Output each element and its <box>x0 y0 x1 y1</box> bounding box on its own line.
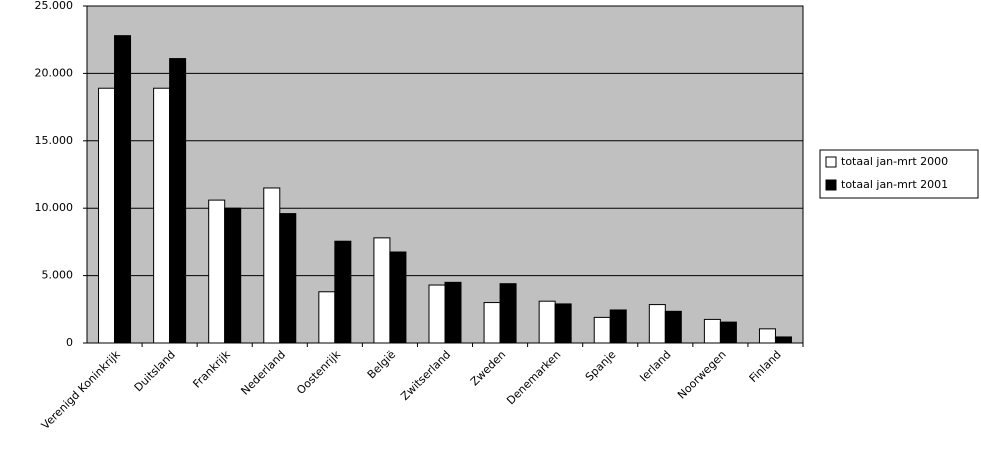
bar <box>538 300 556 344</box>
bar <box>373 237 391 344</box>
x-tick-label: Spanje <box>583 348 619 384</box>
y-tick-label: 25.000 <box>35 0 74 12</box>
x-tick-label: Denemarken <box>504 348 563 407</box>
bar <box>208 199 226 344</box>
bar <box>153 87 171 344</box>
bar <box>114 35 132 344</box>
bar <box>758 328 776 344</box>
bar <box>609 309 627 344</box>
x-tick-label: Frankrijk <box>190 348 233 391</box>
bar <box>648 304 666 344</box>
bar <box>334 240 352 344</box>
y-tick-label: 10.000 <box>35 201 74 214</box>
x-tick-label: Oostenrijk <box>294 348 343 397</box>
bar <box>719 321 737 344</box>
bar <box>444 281 462 344</box>
y-tick-label: 5.000 <box>42 269 74 282</box>
bar <box>98 87 116 344</box>
y-tick-label: 15.000 <box>35 134 74 147</box>
bar <box>389 251 407 344</box>
legend-swatch <box>825 179 837 191</box>
x-tick-label: België <box>365 348 399 382</box>
x-tick-label: Ierland <box>637 348 673 384</box>
bar <box>664 310 682 344</box>
bar <box>703 318 721 344</box>
bar <box>428 284 446 344</box>
bar <box>318 291 336 344</box>
bar <box>263 187 281 344</box>
y-tick-label: 20.000 <box>35 66 74 79</box>
x-tick-label: Verenigd Koninkrijk <box>39 348 123 432</box>
y-tick-label: 0 <box>66 336 73 349</box>
legend-label: totaal jan-mrt 2001 <box>841 178 948 191</box>
bar <box>499 283 517 344</box>
bar <box>483 302 501 344</box>
legend-swatch <box>825 156 837 168</box>
x-tick-label: Duitsland <box>132 348 178 394</box>
bar <box>279 213 297 344</box>
legend-label: totaal jan-mrt 2000 <box>841 155 948 168</box>
x-tick-label: Zwitserland <box>398 348 453 403</box>
legend <box>819 149 979 199</box>
x-tick-label: Zweden <box>468 348 508 388</box>
bar <box>774 336 792 344</box>
x-tick-label: Finland <box>747 348 784 385</box>
bar <box>554 303 572 344</box>
bar <box>224 207 242 344</box>
x-tick-label: Noorwegen <box>675 348 729 402</box>
x-tick-label: Nederland <box>238 348 288 398</box>
bar <box>593 316 611 344</box>
bar <box>169 58 187 344</box>
